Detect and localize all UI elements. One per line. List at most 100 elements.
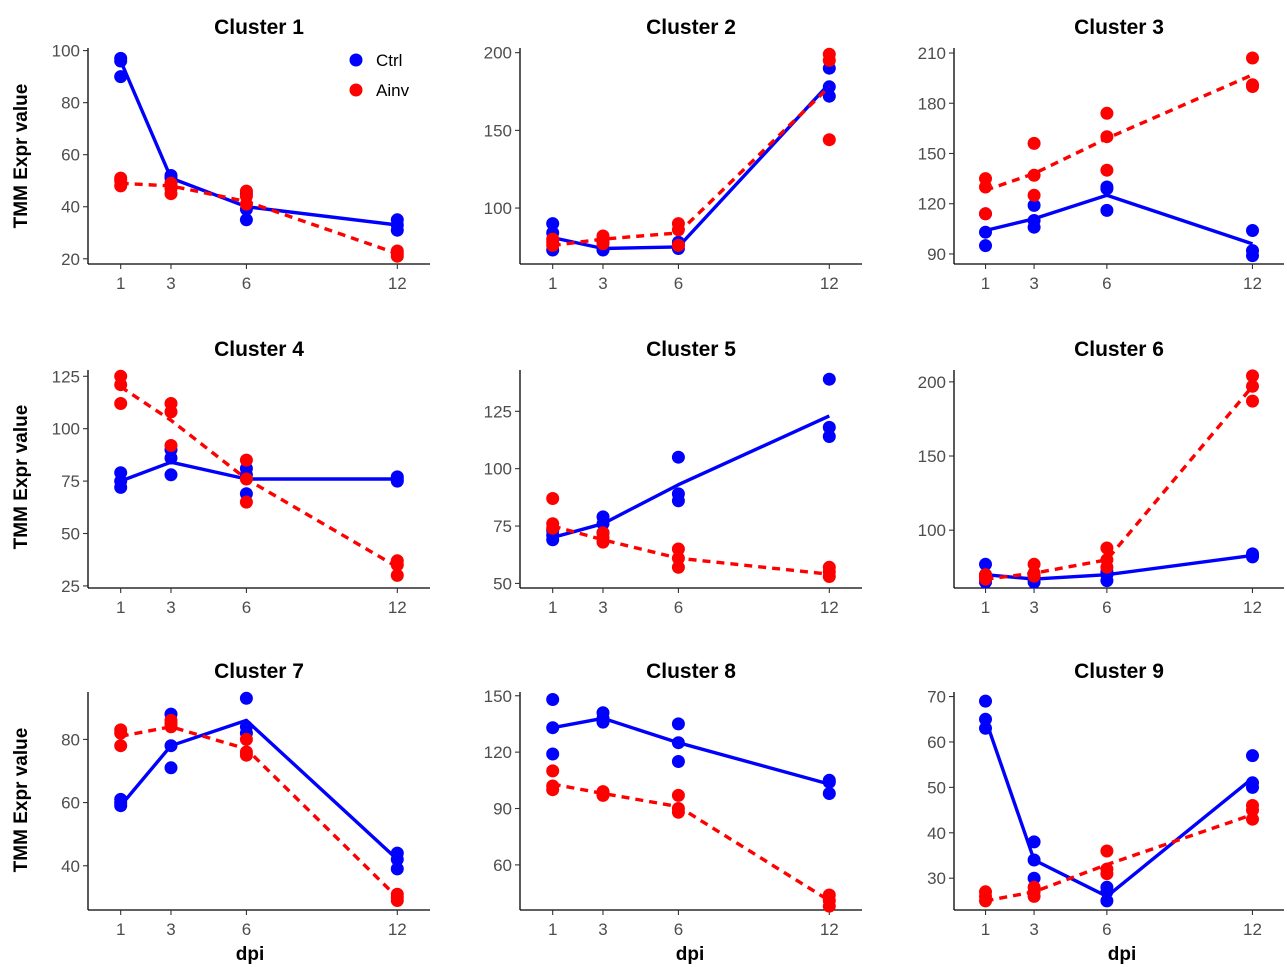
panel-cluster-5: Cluster 5 50 75 100 125 1 3 6 12 bbox=[484, 338, 862, 617]
x-axis-label-col-1: dpi bbox=[236, 944, 265, 965]
x-tick-label: 3 bbox=[1029, 274, 1038, 293]
data-point-ctrl bbox=[671, 450, 685, 464]
x-tick-label: 6 bbox=[1102, 920, 1111, 939]
data-point-ainv bbox=[114, 171, 128, 185]
data-point-ctrl bbox=[390, 862, 404, 876]
data-point-ctrl bbox=[1246, 224, 1259, 237]
data-point-ainv bbox=[822, 47, 836, 61]
data-point-ctrl bbox=[979, 712, 992, 726]
data-point-ainv bbox=[390, 554, 404, 568]
panel-title-1: Cluster 1 bbox=[214, 16, 304, 39]
series-line-ainv bbox=[984, 73, 1254, 192]
data-point-ainv bbox=[1246, 799, 1259, 812]
x-tick-label: 3 bbox=[1029, 920, 1038, 939]
series-line-ainv bbox=[552, 524, 830, 576]
y-tick-label: 40 bbox=[61, 198, 80, 217]
series-line-ctrl bbox=[119, 718, 399, 861]
data-point-ainv bbox=[1027, 168, 1041, 182]
x-tick-label: 3 bbox=[166, 274, 175, 293]
y-tick-label: 90 bbox=[493, 800, 512, 819]
x-tick-label: 1 bbox=[116, 598, 125, 617]
data-point-ainv bbox=[671, 542, 685, 556]
data-point-ainv bbox=[1100, 541, 1114, 555]
x-tick-label: 6 bbox=[242, 598, 251, 617]
data-point-ctrl bbox=[1100, 894, 1114, 908]
y-axis-label-row-1: TMM Expr value bbox=[11, 84, 32, 229]
data-point-ainv bbox=[1246, 78, 1259, 92]
series-line-ctrl bbox=[120, 460, 398, 483]
y-tick-label: 100 bbox=[484, 199, 512, 218]
series-line-ainv bbox=[120, 725, 399, 899]
data-point-ctrl bbox=[546, 747, 560, 761]
data-point-ainv bbox=[114, 739, 128, 753]
data-point-ctrl bbox=[114, 70, 128, 84]
data-point-ctrl bbox=[1100, 880, 1114, 894]
panel-cluster-7: Cluster 7 40 60 80 1 3 6 12 bbox=[61, 660, 430, 939]
data-point-ainv bbox=[239, 745, 253, 759]
panel-title-8: Cluster 8 bbox=[646, 660, 736, 683]
data-point-ctrl bbox=[164, 761, 178, 775]
data-point-ainv bbox=[1027, 566, 1041, 580]
series-line-ainv bbox=[552, 782, 831, 903]
data-point-ainv bbox=[1100, 130, 1114, 144]
x-tick-label: 6 bbox=[674, 920, 683, 939]
data-point-ainv bbox=[1246, 51, 1259, 65]
data-point-ctrl bbox=[979, 694, 992, 708]
data-point-ainv bbox=[114, 723, 128, 737]
y-tick-label: 100 bbox=[52, 420, 80, 439]
x-tick-label: 12 bbox=[820, 920, 839, 939]
x-tick-label: 6 bbox=[242, 274, 251, 293]
y-tick-label: 125 bbox=[52, 367, 80, 386]
data-point-ctrl bbox=[979, 239, 992, 253]
data-point-ctrl bbox=[1246, 776, 1259, 790]
x-tick-label: 3 bbox=[598, 920, 607, 939]
y-tick-label: 150 bbox=[918, 144, 946, 163]
data-point-ctrl bbox=[671, 736, 685, 750]
data-point-ainv bbox=[1246, 812, 1259, 826]
x-tick-label: 1 bbox=[981, 274, 990, 293]
data-point-ctrl bbox=[546, 693, 560, 706]
data-point-ainv bbox=[1246, 379, 1259, 393]
data-point-ainv bbox=[1027, 188, 1041, 202]
data-point-ainv bbox=[546, 492, 560, 505]
data-point-ainv bbox=[239, 472, 253, 486]
data-point-ctrl bbox=[822, 89, 836, 103]
y-tick-label: 60 bbox=[927, 733, 946, 752]
y-tick-label: 30 bbox=[927, 869, 946, 888]
x-tick-label: 6 bbox=[1102, 598, 1111, 617]
x-tick-label: 12 bbox=[388, 920, 407, 939]
data-point-ctrl bbox=[822, 430, 836, 443]
panel-cluster-8: Cluster 8 60 90 120 150 1 3 6 12 bbox=[484, 660, 862, 939]
y-tick-label: 20 bbox=[61, 250, 80, 269]
data-point-ctrl bbox=[979, 557, 992, 571]
data-point-ctrl bbox=[671, 717, 685, 731]
x-tick-label: 6 bbox=[1102, 274, 1111, 293]
data-point-ctrl bbox=[822, 787, 836, 800]
x-tick-label: 1 bbox=[981, 598, 990, 617]
series-line-ctrl bbox=[552, 414, 831, 540]
data-point-ctrl bbox=[1027, 198, 1041, 212]
y-tick-label: 60 bbox=[493, 856, 512, 875]
data-point-ainv bbox=[671, 560, 685, 574]
y-axis-label-row-3: TMM Expr value bbox=[11, 728, 32, 873]
y-tick-label: 90 bbox=[927, 245, 946, 264]
y-tick-label: 40 bbox=[927, 824, 946, 843]
data-point-ctrl bbox=[596, 510, 610, 524]
x-axis-label-col-2: dpi bbox=[676, 944, 705, 965]
y-tick-label: 210 bbox=[918, 44, 946, 63]
series-line-ainv bbox=[119, 385, 399, 569]
y-tick-label: 100 bbox=[484, 460, 512, 479]
y-tick-label: 60 bbox=[61, 794, 80, 813]
panel-title-4: Cluster 4 bbox=[214, 338, 304, 361]
series-line-ctrl bbox=[552, 716, 830, 786]
data-point-ctrl bbox=[164, 739, 178, 753]
data-point-ainv bbox=[1100, 106, 1114, 120]
series-line-ainv bbox=[120, 181, 398, 256]
data-point-ainv bbox=[979, 172, 992, 186]
x-tick-label: 12 bbox=[388, 598, 407, 617]
data-point-ainv bbox=[114, 397, 128, 410]
y-tick-label: 125 bbox=[484, 402, 512, 421]
data-point-ctrl bbox=[390, 470, 404, 484]
